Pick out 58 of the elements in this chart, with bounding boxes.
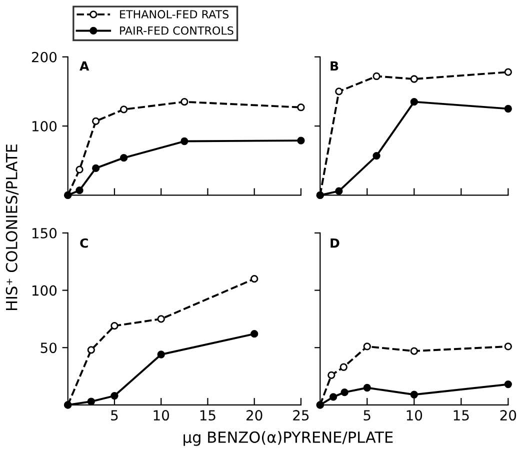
y-tick-label: 200 <box>32 52 57 62</box>
point <box>120 154 128 162</box>
y-axis-title: HIS⁺ COLONIES/PLATE <box>6 144 19 310</box>
point <box>297 104 305 112</box>
chart-title: B <box>330 61 338 71</box>
point <box>87 346 95 354</box>
y-tick-label: 100 <box>32 121 57 132</box>
legend-label: ETHANOL-FED RATS <box>120 10 229 18</box>
point <box>504 342 512 350</box>
point <box>372 72 380 80</box>
point <box>340 363 348 371</box>
point <box>110 322 118 330</box>
point <box>180 98 188 106</box>
point <box>110 392 118 400</box>
chart-title: A <box>80 61 90 71</box>
point <box>410 98 418 106</box>
x-axis-title: μg BENZO(α)PYRENE/PLATE <box>184 431 393 446</box>
point <box>76 186 84 194</box>
point <box>363 384 371 392</box>
x-tick-label: 15 <box>454 410 469 421</box>
chart-title: D <box>330 238 340 248</box>
point <box>410 75 418 83</box>
point <box>76 166 84 174</box>
point <box>504 104 512 113</box>
point <box>504 68 512 76</box>
x-tick-label: 5 <box>364 410 370 421</box>
point <box>157 315 165 323</box>
x-tick-label: 10 <box>154 410 170 421</box>
point <box>328 371 336 379</box>
x-tick-label: 20 <box>246 410 262 421</box>
point <box>250 275 258 283</box>
point <box>372 152 380 160</box>
point <box>157 350 165 358</box>
point <box>92 117 100 126</box>
point <box>340 388 348 396</box>
point <box>297 136 305 144</box>
x-tick-label: 20 <box>500 410 516 421</box>
y-tick-label: 150 <box>32 228 57 238</box>
x-tick-label: 5 <box>111 410 118 421</box>
point <box>363 342 371 350</box>
x-tick-label: 25 <box>293 410 309 421</box>
point <box>335 88 343 96</box>
y-tick-label: 50 <box>40 342 57 354</box>
x-tick-label: 15 <box>200 410 216 421</box>
x-tick-label: 10 <box>406 410 422 421</box>
y-tick-label: 100 <box>32 285 57 296</box>
point <box>410 347 418 355</box>
point <box>329 393 338 401</box>
point <box>87 398 95 406</box>
point <box>180 137 188 146</box>
point <box>504 380 512 388</box>
point <box>250 330 258 338</box>
point <box>335 187 343 195</box>
legend-label: PAIR-FED CONTROLS <box>120 26 234 35</box>
point <box>120 106 128 114</box>
point <box>92 164 100 172</box>
point <box>410 390 418 398</box>
chart-title: C <box>80 238 88 248</box>
